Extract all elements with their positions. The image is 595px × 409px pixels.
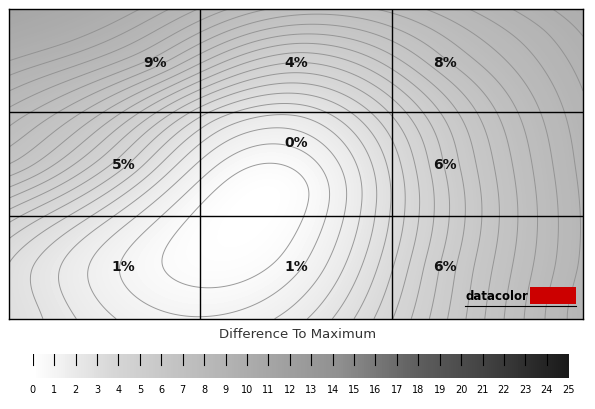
Text: 9%: 9% (143, 56, 167, 70)
Text: 4%: 4% (284, 56, 308, 70)
Text: 1%: 1% (112, 260, 136, 274)
Text: 6%: 6% (434, 260, 457, 274)
Bar (530, 287, 576, 304)
Text: 1%: 1% (284, 260, 308, 274)
Text: 5%: 5% (112, 157, 136, 172)
Text: 0%: 0% (284, 136, 308, 150)
Text: Difference To Maximum: Difference To Maximum (219, 327, 376, 340)
Text: 8%: 8% (433, 56, 457, 70)
Text: datacolor: datacolor (465, 290, 528, 302)
Text: 6%: 6% (434, 157, 457, 172)
